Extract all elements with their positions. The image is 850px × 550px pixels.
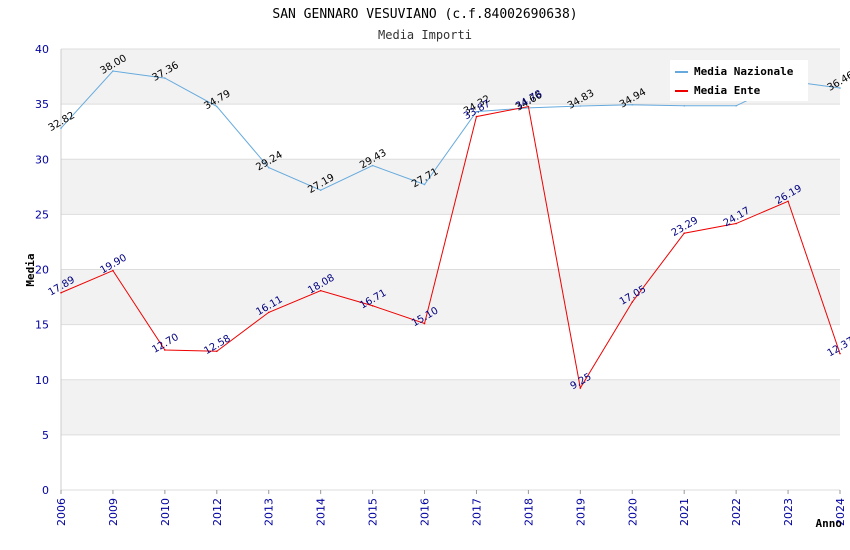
data-point [579, 105, 582, 107]
grid-band [61, 159, 840, 215]
data-point [112, 70, 114, 72]
y-tick-label: 15 [35, 319, 49, 332]
data-point [319, 189, 322, 192]
y-tick-label: 20 [35, 264, 49, 277]
x-tick-label: 2013 [263, 498, 276, 526]
y-tick-label: 30 [35, 153, 49, 166]
data-point [164, 77, 166, 79]
data-point [60, 127, 62, 129]
x-tick-label: 2009 [107, 498, 120, 526]
data-point [475, 110, 478, 113]
chart-subtitle: Media Importi [378, 28, 472, 42]
data-point [267, 311, 270, 314]
legend-label-media-nazionale: Media Nazionale [694, 65, 794, 78]
y-tick-label: 35 [35, 98, 49, 111]
data-point [631, 301, 634, 303]
data-point [839, 352, 841, 355]
x-tick-label: 2017 [470, 498, 483, 526]
data-point [371, 304, 374, 307]
x-tick-label: 2023 [782, 498, 795, 526]
data-point [319, 289, 322, 292]
data-point [423, 322, 426, 325]
x-tick-label: 2020 [626, 498, 639, 526]
grid-band [61, 379, 840, 435]
y-axis-ticks: 0 5 10 15 20 25 30 35 40 [35, 43, 49, 497]
data-point [371, 164, 374, 167]
data-point [735, 222, 737, 225]
x-axis-ticks: 2006 2009 2010 2012 2013 2014 2015 2016 2017 2018… [55, 498, 847, 526]
x-tick-label: 2012 [211, 498, 224, 526]
series-layer [60, 70, 841, 390]
y-tick-label: 10 [35, 374, 49, 387]
legend-box [670, 60, 808, 101]
x-tick-label: 2010 [159, 498, 172, 526]
x-axis-label: Anno [816, 517, 843, 530]
x-tick-label: 2021 [678, 498, 691, 526]
data-point [735, 104, 737, 107]
data-point [112, 269, 114, 272]
data-point [164, 349, 166, 351]
data-point [683, 232, 685, 235]
x-tick-label: 2016 [419, 498, 432, 526]
legend-label-media-ente: Media Ente [694, 84, 761, 97]
data-point [216, 105, 218, 108]
x-tick-label: 2019 [574, 498, 587, 526]
chart-title: SAN GENNARO VESUVIANO (c.f.84002690638) [272, 7, 577, 22]
x-tick-label: 2024 [834, 498, 847, 526]
data-point [475, 115, 478, 118]
x-tick-label: 2018 [522, 498, 535, 526]
grid-band [61, 214, 840, 270]
data-point [631, 103, 634, 106]
data-point [683, 104, 685, 107]
data-point [527, 105, 530, 108]
x-tick-label: 2015 [367, 498, 380, 526]
y-axis-label: Media [24, 253, 37, 286]
y-tick-label: 0 [42, 484, 49, 497]
data-point [216, 350, 218, 353]
grid-band [61, 104, 840, 160]
grid-band [61, 269, 840, 325]
plot-background [60, 48, 841, 494]
x-tick-label: 2014 [315, 498, 328, 526]
y-tick-label: 5 [42, 429, 49, 442]
x-tick-label: 2022 [730, 498, 743, 526]
grid-band [61, 434, 840, 490]
data-point [839, 87, 841, 89]
data-point [267, 166, 270, 169]
data-point [787, 200, 789, 203]
data-point [579, 387, 582, 389]
data-point [423, 183, 426, 186]
x-tick-label: 2006 [55, 498, 68, 526]
grid-band [61, 324, 840, 380]
series-line-media-ente [60, 105, 841, 390]
series-line-media-nazionale [60, 70, 841, 191]
y-tick-label: 25 [35, 208, 49, 221]
data-point [60, 291, 62, 294]
legend: Media Nazionale Media Ente [670, 60, 808, 101]
y-tick-label: 40 [35, 43, 49, 56]
